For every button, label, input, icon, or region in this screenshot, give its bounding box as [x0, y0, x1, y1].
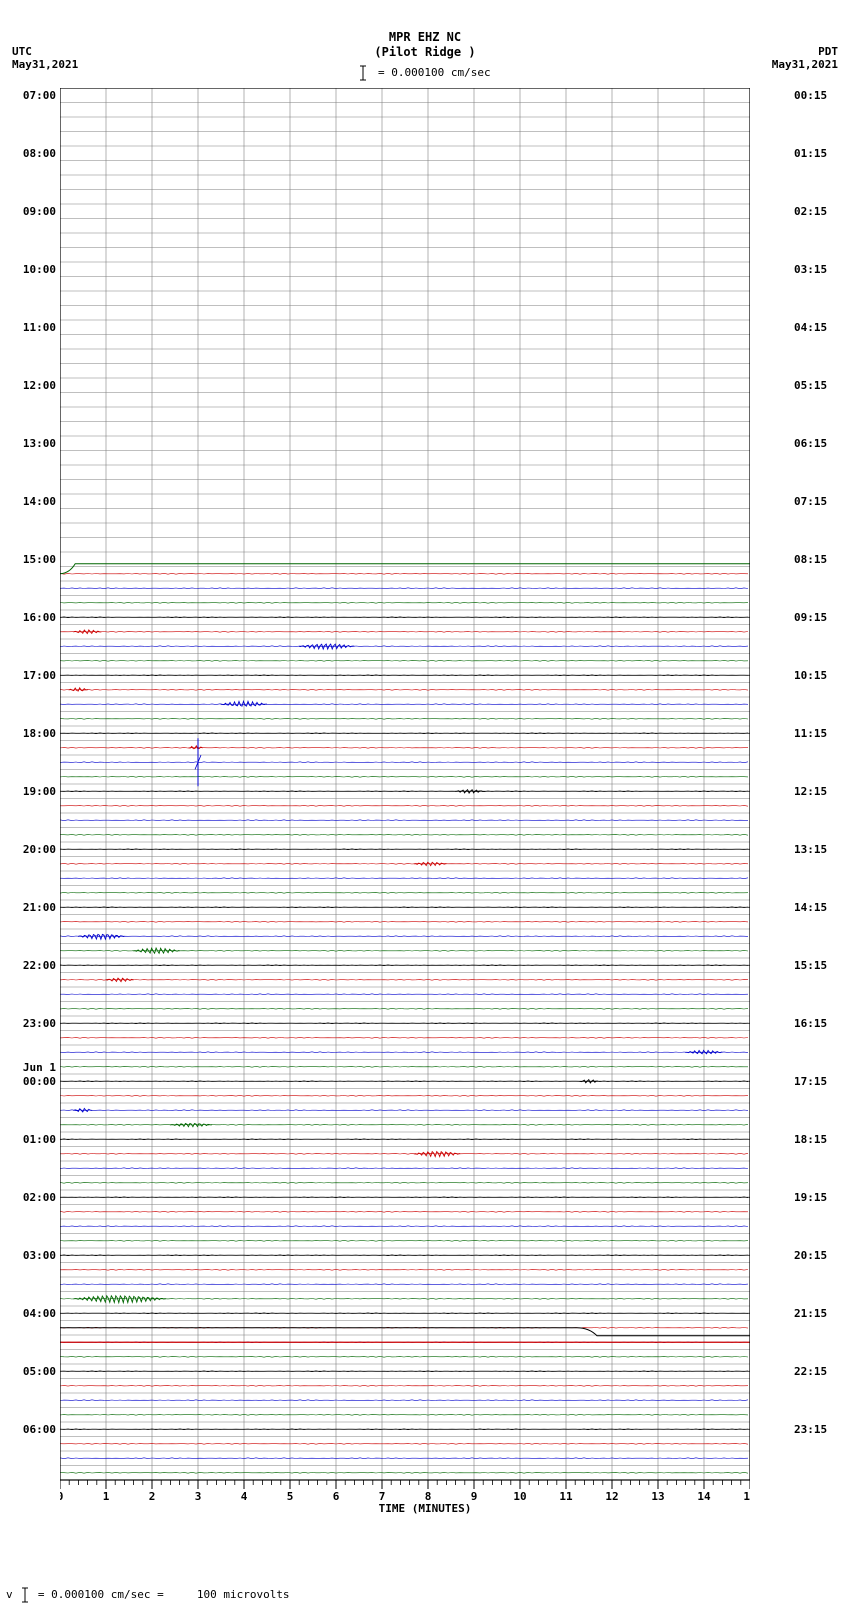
left-time: 18:00 — [23, 727, 56, 740]
left-time: 08:00 — [23, 147, 56, 160]
left-time: 01:00 — [23, 1133, 56, 1146]
right-time: 06:15 — [794, 437, 827, 450]
left-time: 23:00 — [23, 1017, 56, 1030]
right-time: 09:15 — [794, 611, 827, 624]
left-time: 17:00 — [23, 669, 56, 682]
scale-indicator: = 0.000100 cm/sec — [0, 65, 850, 81]
right-time-labels: 00:15 01:15 02:15 03:15 04:15 05:15 06:15 07:15… — [794, 88, 840, 1480]
footer-prefix: v — [6, 1588, 13, 1601]
helicorder-plot: 0123456789101112131415 — [60, 88, 750, 1550]
right-time: 21:15 — [794, 1307, 827, 1320]
left-time: 06:00 — [23, 1423, 56, 1436]
right-time: 13:15 — [794, 843, 827, 856]
xaxis-label: TIME (MINUTES) — [0, 1502, 850, 1515]
right-time: 03:15 — [794, 263, 827, 276]
left-time: 03:00 — [23, 1249, 56, 1262]
left-time: 13:00 — [23, 437, 56, 450]
left-time: 04:00 — [23, 1307, 56, 1320]
left-time: 05:00 — [23, 1365, 56, 1378]
left-time: 12:00 — [23, 379, 56, 392]
left-time: 19:00 — [23, 785, 56, 798]
right-time: 10:15 — [794, 669, 827, 682]
footer-scale: v = 0.000100 cm/sec = 100 microvolts — [6, 1587, 290, 1603]
left-time: 09:00 — [23, 205, 56, 218]
right-time: 12:15 — [794, 785, 827, 798]
left-time: 02:00 — [23, 1191, 56, 1204]
left-time: 22:00 — [23, 959, 56, 972]
left-time: 11:00 — [23, 321, 56, 334]
right-time: 07:15 — [794, 495, 827, 508]
right-time: 14:15 — [794, 901, 827, 914]
right-time: 08:15 — [794, 553, 827, 566]
pdt-date: May31,2021 — [772, 58, 838, 71]
left-time: 14:00 — [23, 495, 56, 508]
footer-text-before: = 0.000100 cm/sec = — [38, 1588, 164, 1601]
right-time: 11:15 — [794, 727, 827, 740]
left-time: 16:00 — [23, 611, 56, 624]
utc-label: UTC — [12, 45, 32, 58]
right-time: 15:15 — [794, 959, 827, 972]
station-title: MPR EHZ NC — [0, 30, 850, 44]
left-time: 21:00 — [23, 901, 56, 914]
footer-text-after: 100 microvolts — [197, 1588, 290, 1601]
left-time: 20:00 — [23, 843, 56, 856]
right-time: 16:15 — [794, 1017, 827, 1030]
right-time: 02:15 — [794, 205, 827, 218]
right-time: 00:15 — [794, 89, 827, 102]
left-time: 15:00 — [23, 553, 56, 566]
right-time: 17:15 — [794, 1075, 827, 1088]
right-time: 22:15 — [794, 1365, 827, 1378]
left-time-labels: 07:00 08:00 09:00 10:00 11:00 12:00 13:00 14:00… — [10, 88, 56, 1480]
left-time: Jun 1 — [23, 1061, 56, 1074]
right-time: 05:15 — [794, 379, 827, 392]
right-time: 04:15 — [794, 321, 827, 334]
right-time: 23:15 — [794, 1423, 827, 1436]
left-time: 10:00 — [23, 263, 56, 276]
pdt-label: PDT — [818, 45, 838, 58]
right-time: 18:15 — [794, 1133, 827, 1146]
left-time: 00:00 — [23, 1075, 56, 1088]
right-time: 19:15 — [794, 1191, 827, 1204]
station-subtitle: (Pilot Ridge ) — [0, 45, 850, 59]
utc-date: May31,2021 — [12, 58, 78, 71]
right-time: 20:15 — [794, 1249, 827, 1262]
left-time: 07:00 — [23, 89, 56, 102]
scale-text: = 0.000100 cm/sec — [378, 66, 491, 79]
right-time: 01:15 — [794, 147, 827, 160]
